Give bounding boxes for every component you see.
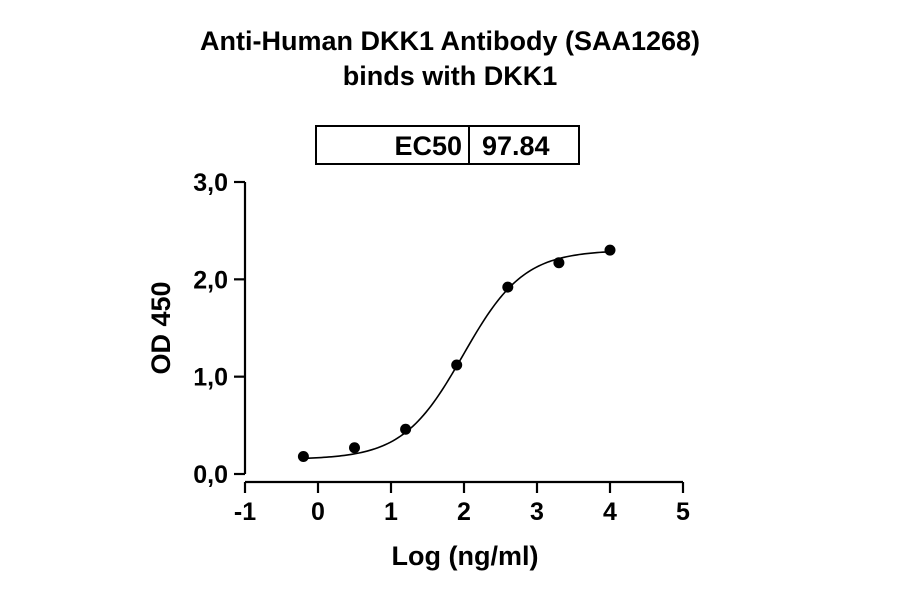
x-tick-label: -1 [234, 498, 256, 526]
chart-title-line-1: Anti-Human DKK1 Antibody (SAA1268) [199, 26, 701, 56]
chart-title: Anti-Human DKK1 Antibody (SAA1268) binds… [0, 24, 900, 94]
data-point [604, 244, 616, 256]
x-axis-label: Log (ng/ml) [392, 541, 539, 571]
y-tick-label: 2,0 [193, 266, 228, 294]
fit-curve [303, 250, 611, 460]
x-tick-label: 4 [603, 498, 617, 526]
data-point [400, 423, 412, 435]
y-tick-label: 0,0 [193, 461, 228, 489]
x-ticks: -1 0 1 2 3 4 5 [234, 482, 690, 526]
x-tick-label: 3 [530, 498, 544, 526]
y-tick-label: 1,0 [193, 364, 228, 392]
y-axis-label: OD 450 [146, 281, 176, 374]
data-point [502, 281, 514, 293]
data-point [553, 257, 565, 269]
ec50-box: EC50 97.84 [315, 125, 580, 165]
chart-title-line-2: binds with DKK1 [342, 61, 558, 91]
data-point [297, 450, 309, 462]
ec50-label: EC50 [394, 131, 462, 161]
x-tick-label: 1 [384, 498, 398, 526]
data-point [349, 442, 360, 454]
y-ticks: 0,0 1,0 2,0 3,0 [193, 169, 245, 489]
x-tick-label: 2 [457, 498, 471, 526]
ec50-box-border [315, 125, 580, 165]
x-tick-label: 0 [311, 498, 325, 526]
ec50-value: 97.84 [482, 131, 550, 161]
x-tick-label: 5 [676, 498, 690, 526]
data-points [297, 244, 616, 462]
data-point [451, 359, 463, 371]
y-tick-label: 3,0 [193, 169, 228, 197]
